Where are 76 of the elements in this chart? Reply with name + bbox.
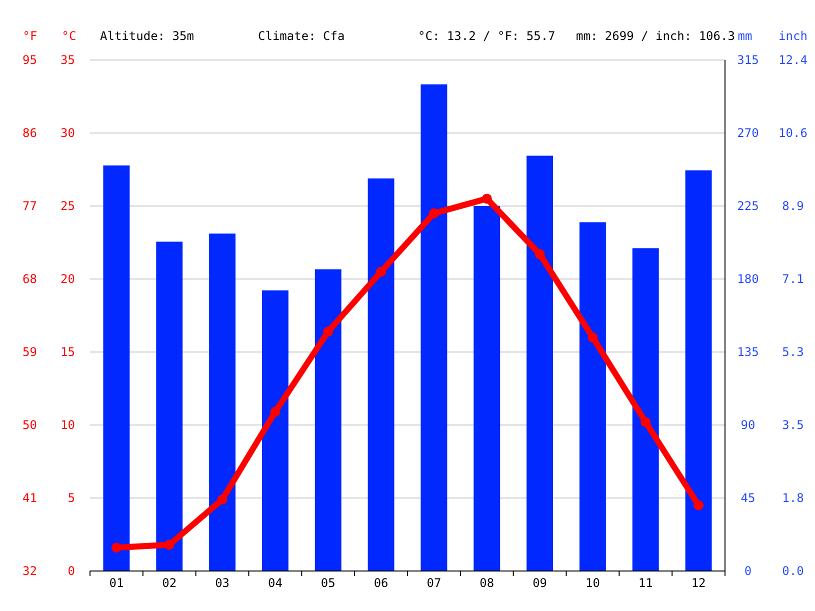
y2-tick-label: 90 [740, 418, 756, 432]
y-tick-label: 5 [68, 491, 75, 506]
point [588, 332, 598, 342]
point [482, 194, 492, 204]
point [270, 406, 280, 417]
text: inch [778, 29, 808, 43]
bar [209, 234, 236, 571]
bar [526, 156, 554, 571]
y-tick-label: 15 [60, 345, 75, 360]
y2-tick-label: 270 [737, 126, 759, 140]
y2-tick-label: 0 [744, 564, 752, 578]
y-tick-label: 20 [60, 272, 75, 286]
text: Altitude: 35m [100, 29, 194, 43]
text: 12.4 [778, 53, 808, 68]
y-axis-title: °C [62, 29, 76, 43]
bar [685, 170, 712, 571]
text: °C: 13.2 / °F: 55.7 [418, 29, 556, 43]
text: 1.8 [782, 491, 804, 506]
y3-tick-label: 77 [22, 199, 37, 214]
text: 3.5 [782, 418, 804, 432]
y2-tick-label: 315 [737, 53, 759, 68]
y3-tick-label: 41 [22, 491, 37, 506]
x-tick-label: 06 [374, 576, 388, 590]
y3-tick-label: 86 [22, 126, 37, 140]
y2-tick-label: 45 [740, 491, 756, 506]
point [111, 542, 122, 553]
x-tick-label: 01 [109, 576, 124, 590]
y3-tick-label: 59 [22, 345, 37, 360]
y2-tick-label: 180 [737, 272, 759, 286]
point [164, 540, 174, 550]
text: Climate: Cfa [258, 29, 345, 43]
y-tick-label: 30 [60, 126, 75, 140]
y-tick-label: 35 [60, 53, 75, 68]
x-tick-label: 11 [638, 576, 653, 590]
x-tick-label: 08 [480, 576, 494, 590]
text: 0.0 [782, 564, 804, 578]
y-tick-label: 0 [68, 564, 75, 578]
bar [103, 165, 130, 571]
point [323, 326, 334, 337]
point [376, 266, 386, 277]
point [640, 417, 651, 428]
bar [632, 248, 659, 571]
x-tick-label: 04 [268, 576, 282, 590]
point [534, 249, 545, 260]
y-tick-label: 25 [60, 199, 75, 214]
point [428, 208, 439, 218]
y3-tick-label: 95 [22, 53, 37, 68]
text: 10.6 [778, 126, 808, 140]
y-tick-label: 10 [60, 418, 75, 432]
x-tick-label: 12 [691, 576, 706, 590]
point [217, 494, 228, 504]
y3-tick-label: 68 [22, 272, 37, 286]
bar [262, 290, 288, 571]
bar [579, 222, 606, 571]
text: mm: 2699 / inch: 106.3 [576, 29, 735, 43]
x-tick-label: 02 [162, 576, 177, 590]
y3-tick-label: 50 [22, 418, 37, 432]
bar [420, 84, 448, 571]
text: 5.3 [782, 345, 804, 360]
text: 7.1 [782, 272, 804, 286]
x-tick-label: 09 [532, 576, 548, 590]
bar [368, 178, 394, 571]
x-tick-label: 07 [426, 576, 442, 590]
y3-tick-label: 32 [22, 564, 37, 578]
point [694, 500, 704, 510]
text: 8.9 [782, 199, 804, 214]
y2-tick-label: 135 [737, 345, 759, 360]
x-tick-label: 05 [320, 576, 336, 590]
bar [156, 242, 183, 571]
x-tick-label: 10 [585, 576, 600, 590]
y2-tick-label: 225 [737, 199, 759, 214]
bar [474, 206, 500, 571]
y2-axis-title: mm [738, 29, 752, 43]
x-tick-label: 03 [215, 576, 230, 590]
y3-axis-title: °F [22, 29, 38, 43]
bar [314, 269, 342, 571]
